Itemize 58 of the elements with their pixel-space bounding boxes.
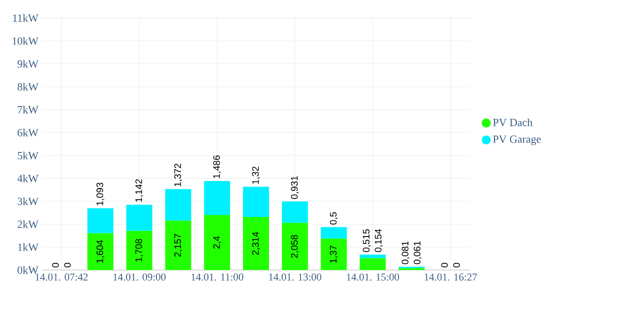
data-label: 1,486 xyxy=(213,156,222,178)
y-tick-label: 6kW xyxy=(18,128,38,136)
y-tick-label: 0kW xyxy=(18,266,38,274)
x-tick-label: 14.01. 09:00 xyxy=(113,274,166,281)
bar xyxy=(126,230,152,270)
data-label: 1,708 xyxy=(135,239,144,262)
data-label: 0,5 xyxy=(330,212,338,225)
data-label: 1,142 xyxy=(135,179,144,202)
bar xyxy=(320,227,347,239)
data-label: 2,4 xyxy=(213,236,222,249)
legend-label: PV Dach xyxy=(493,118,532,126)
bar xyxy=(282,202,308,223)
data-label: 1,37 xyxy=(330,246,338,263)
data-label: 2,058 xyxy=(291,234,299,258)
data-label: 0,515 xyxy=(362,229,371,252)
y-tick-label: 3kW xyxy=(18,197,38,206)
data-label: 0 xyxy=(52,262,59,268)
data-label: 0,154 xyxy=(374,229,383,252)
data-label: 0 xyxy=(441,262,448,268)
x-tick-label: 14.01. 11:00 xyxy=(191,274,244,281)
data-label: 2,314 xyxy=(252,232,260,255)
y-tick-label: 4kW xyxy=(17,174,38,182)
bar xyxy=(165,189,192,221)
y-tick-label: 5kW xyxy=(18,152,38,160)
data-label: 2,157 xyxy=(174,234,182,257)
bar xyxy=(282,222,308,270)
x-tick-label: 14.01. 07:42 xyxy=(36,274,88,281)
data-label: 0 xyxy=(64,262,71,268)
data-label: 0,931 xyxy=(291,176,299,199)
bar xyxy=(243,186,270,217)
x-tick-label: 14.01. 13:00 xyxy=(269,274,322,281)
x-tick-label: 14.01. 16:27 xyxy=(424,274,477,281)
bar xyxy=(320,238,347,270)
bar xyxy=(126,204,152,231)
bar xyxy=(87,233,114,270)
y-tick-label: 8kW xyxy=(18,82,38,91)
bar xyxy=(243,216,270,270)
data-label: 0,061 xyxy=(414,241,422,264)
y-tick-label: 11kW xyxy=(13,14,38,22)
data-label: 1,604 xyxy=(96,240,104,263)
bar xyxy=(204,215,230,270)
bar xyxy=(360,258,386,270)
data-label: 1,093 xyxy=(96,182,104,206)
bar xyxy=(204,180,230,216)
y-tick-label: 7kW xyxy=(18,106,38,114)
y-tick-label: 9kW xyxy=(18,60,38,68)
data-label: 1,372 xyxy=(174,164,182,186)
bar xyxy=(87,208,114,234)
legend-label: PV Garage xyxy=(493,136,541,146)
y-tick-label: 2kW xyxy=(18,220,38,228)
bar xyxy=(360,254,386,258)
data-label: 1,32 xyxy=(252,166,260,184)
bar xyxy=(165,220,192,270)
data-label: 0,081 xyxy=(402,241,410,264)
y-tick-label: 10kW xyxy=(12,37,38,45)
x-tick-label: 14.01. 15:00 xyxy=(346,274,400,281)
y-tick-label: 1kW xyxy=(18,243,38,251)
data-label: 0 xyxy=(453,262,460,268)
